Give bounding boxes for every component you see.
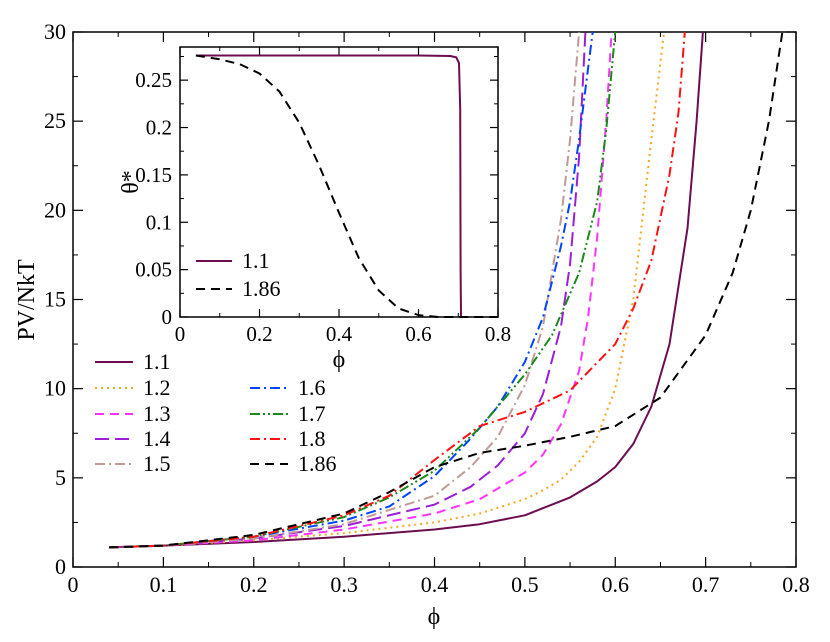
series-line-1.2 — [109, 31, 666, 549]
x-tick-label: 0.8 — [485, 322, 511, 346]
y-tick-label: 0.15 — [135, 163, 172, 187]
x-tick-label: 0.7 — [692, 572, 720, 597]
y-tick-label: 0.2 — [146, 116, 172, 140]
inset-legend-label-1.1: 1.1 — [242, 248, 270, 273]
series-line-1.86 — [109, 31, 784, 549]
x-tick-label: 0 — [175, 322, 186, 346]
y-tick-label: 0.1 — [146, 210, 172, 234]
series-line-1.5 — [109, 31, 581, 549]
x-tick-label: 0.1 — [150, 572, 178, 597]
y-tick-label: 0 — [162, 305, 173, 329]
legend-label-1.1: 1.1 — [143, 349, 171, 374]
inset-tick-labels: 0 0.2 0.4 0.6 0.8 0 0.05 0.1 0.15 0.2 0.25 — [135, 68, 511, 346]
y-tick-label: 5 — [55, 465, 66, 490]
y-tick-label: 10 — [44, 376, 66, 401]
legend-label-1.4: 1.4 — [143, 426, 171, 451]
legend-label-1.6: 1.6 — [298, 375, 326, 400]
legend-label-1.5: 1.5 — [143, 451, 171, 476]
x-tick-label: 0.4 — [326, 322, 353, 346]
x-tick-label: 0.4 — [421, 572, 449, 597]
inset-background — [180, 47, 498, 317]
series-line-1.1 — [195, 54, 462, 318]
x-tick-label: 0.6 — [405, 322, 431, 346]
inset-legend: 1.1 1.86 — [196, 248, 281, 301]
legend-label-1.8: 1.8 — [298, 426, 326, 451]
series-line-1.3 — [109, 31, 613, 549]
legend-label-1.7: 1.7 — [298, 401, 326, 426]
x-tick-label: 0.5 — [511, 572, 539, 597]
main-y-axis-label: PV/NkT — [14, 259, 40, 341]
y-tick-label: 25 — [44, 108, 66, 133]
main-legend: 1.11.21.31.41.5 1.61.71.81.86 — [95, 349, 337, 476]
series-line-1.1 — [109, 31, 704, 549]
y-tick-label: 0 — [55, 554, 66, 579]
series-line-1.86 — [195, 54, 498, 318]
x-tick-label: 0 — [68, 572, 79, 597]
series-line-1.8 — [109, 31, 686, 549]
main-axis-ticks — [72, 31, 797, 568]
x-tick-label: 0.2 — [240, 572, 268, 597]
x-tick-label: 0.2 — [246, 322, 272, 346]
inset-series-lines — [195, 54, 498, 318]
main-x-axis-label: ϕ — [428, 604, 441, 630]
x-tick-label: 0.8 — [782, 572, 810, 597]
legend-label-1.3: 1.3 — [143, 401, 171, 426]
x-tick-label: 0.6 — [602, 572, 630, 597]
y-tick-label: 15 — [44, 287, 66, 312]
x-tick-label: 0.3 — [330, 572, 358, 597]
legend-label-1.86: 1.86 — [298, 451, 337, 476]
main-tick-labels: 0 0.1 0.2 0.3 0.4 0.5 0.6 0.7 0.8 0 5 10 15 20 25 30 — [44, 19, 810, 597]
inset-legend-label-1.86: 1.86 — [242, 276, 281, 301]
inset-x-axis-label: ϕ — [333, 347, 346, 373]
y-tick-label: 0.25 — [135, 68, 172, 92]
main-series-lines — [109, 31, 784, 549]
inset-y-axis-label: θ* — [118, 170, 144, 194]
y-tick-label: 30 — [44, 19, 66, 44]
inset-axis-ticks — [179, 47, 499, 318]
y-tick-label: 20 — [44, 197, 66, 222]
legend-label-1.2: 1.2 — [143, 375, 171, 400]
y-tick-label: 0.05 — [135, 258, 172, 282]
